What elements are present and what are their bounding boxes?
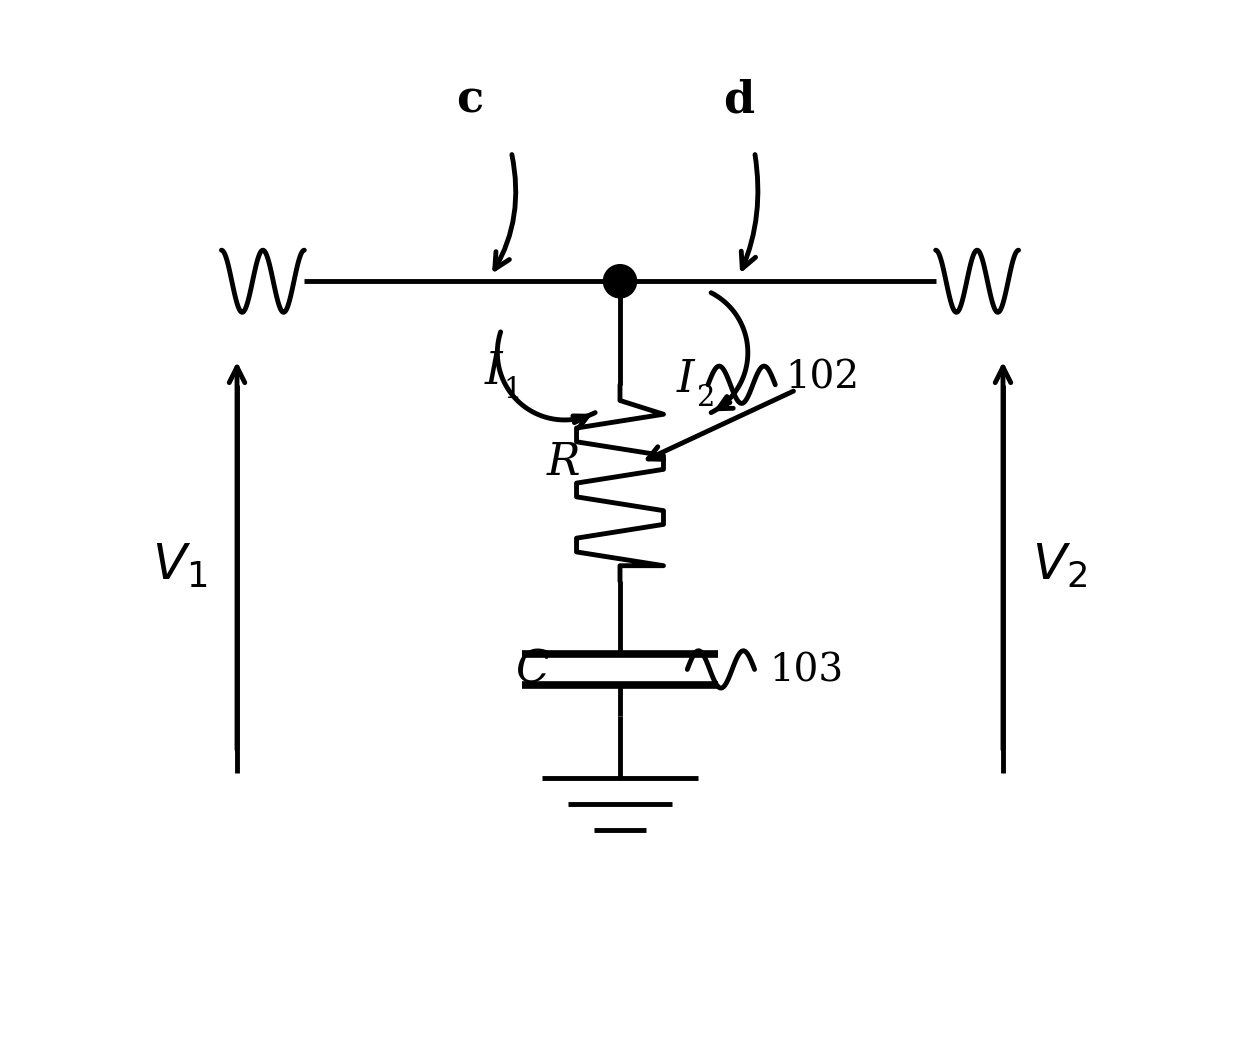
Text: 102: 102: [785, 359, 859, 397]
Text: I: I: [485, 349, 502, 393]
Text: d: d: [723, 79, 755, 122]
Text: R: R: [547, 441, 580, 484]
Text: 2: 2: [696, 384, 714, 412]
Text: 1: 1: [503, 376, 522, 404]
Text: 103: 103: [769, 652, 843, 690]
Circle shape: [604, 264, 636, 298]
Text: c: c: [456, 79, 484, 122]
Text: I: I: [676, 358, 694, 401]
Text: C: C: [515, 648, 549, 691]
Text: $V_2$: $V_2$: [1033, 541, 1087, 591]
Text: $V_1$: $V_1$: [153, 541, 208, 591]
